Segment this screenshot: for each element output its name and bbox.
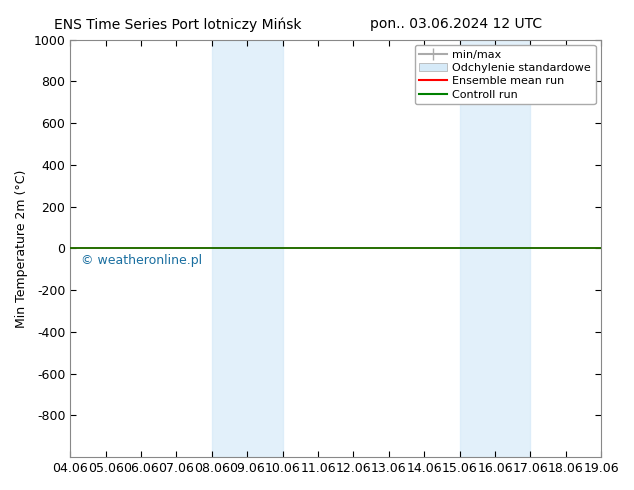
Bar [212, 40, 283, 457]
Y-axis label: Min Temperature 2m (°C): Min Temperature 2m (°C) [15, 169, 28, 327]
Legend: min/max, Odchylenie standardowe, Ensemble mean run, Controll run: min/max, Odchylenie standardowe, Ensembl… [415, 45, 595, 104]
Text: ENS Time Series Port lotniczy Mińsk: ENS Time Series Port lotniczy Mińsk [54, 17, 301, 32]
Text: pon.. 03.06.2024 12 UTC: pon.. 03.06.2024 12 UTC [370, 17, 543, 31]
Text: © weatheronline.pl: © weatheronline.pl [81, 254, 202, 268]
Bar [460, 40, 531, 457]
